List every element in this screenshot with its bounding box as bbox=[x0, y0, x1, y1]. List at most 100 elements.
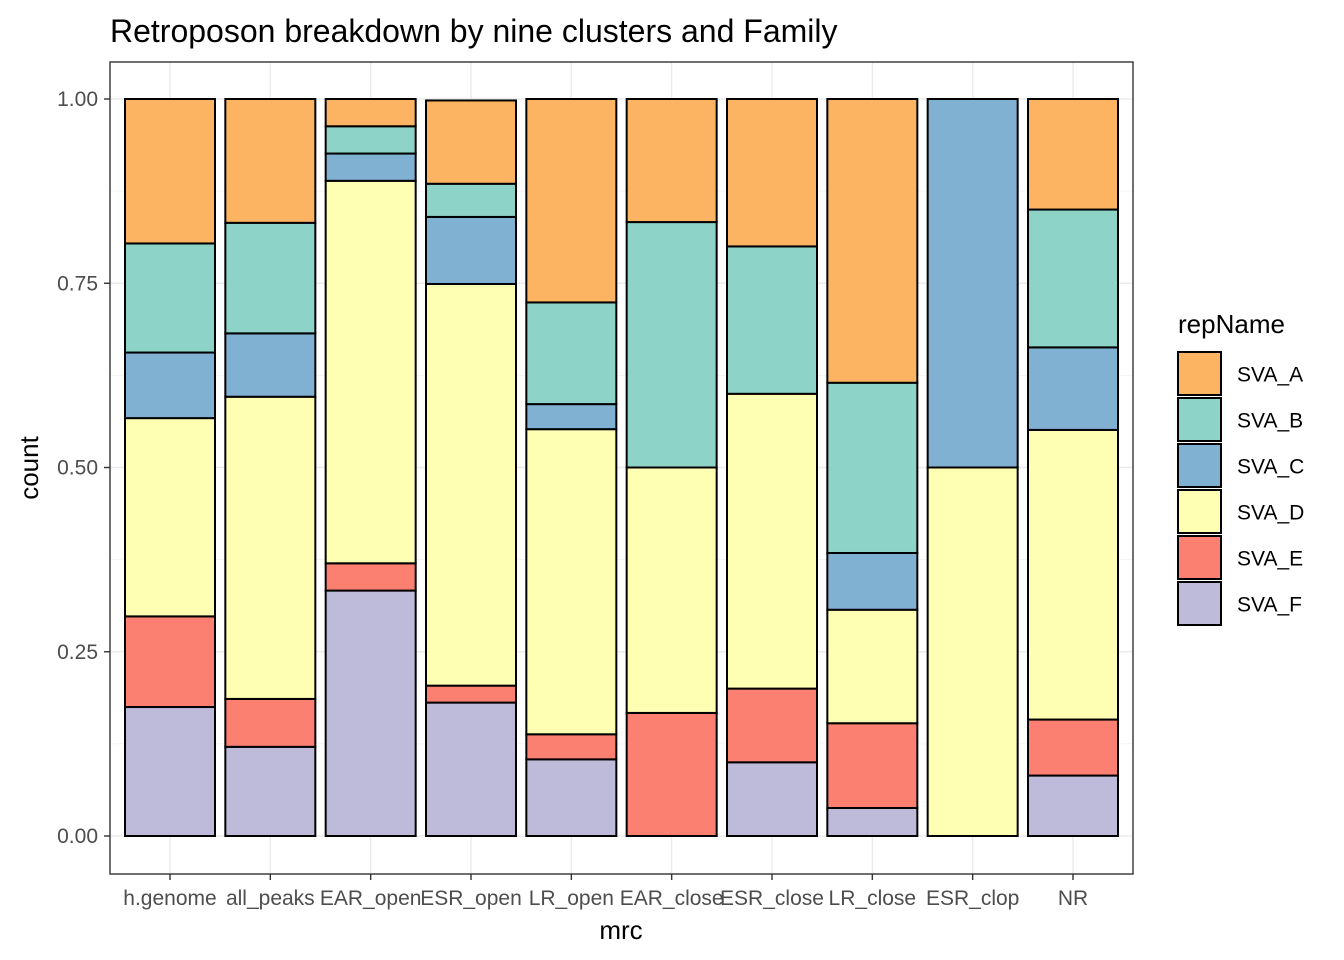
legend-swatch bbox=[1177, 443, 1222, 488]
bar-segment-h.genome-SVA_E bbox=[124, 615, 216, 709]
legend-label: SVA_C bbox=[1237, 456, 1304, 479]
bar-segment-all_peaks-SVA_E bbox=[224, 697, 317, 748]
bar-stack-NR bbox=[1027, 98, 1119, 837]
legend-item-SVA_C: SVA_C bbox=[1177, 443, 1304, 488]
bar-segment-all_peaks-SVA_C bbox=[224, 332, 317, 398]
bar-segment-EAR_close-SVA_D bbox=[625, 466, 718, 714]
legend-swatch bbox=[1177, 581, 1222, 626]
bar-segment-EAR_open-SVA_E bbox=[324, 562, 417, 592]
legend-swatch bbox=[1177, 397, 1222, 442]
bar-segment-all_peaks-SVA_B bbox=[224, 221, 317, 335]
bar-stack-EAR_open bbox=[324, 98, 417, 837]
bar-segment-ESR_close-SVA_F bbox=[726, 761, 818, 837]
x-tick-label-NR: NR bbox=[1058, 887, 1088, 910]
bar-segment-EAR_open-SVA_A bbox=[324, 98, 417, 128]
bar-segment-h.genome-SVA_C bbox=[124, 351, 216, 420]
legend-item-SVA_E: SVA_E bbox=[1177, 535, 1303, 580]
bar-segment-EAR_open-SVA_D bbox=[324, 179, 417, 565]
legend-label: SVA_B bbox=[1237, 410, 1303, 433]
bar-segment-ESR_open-SVA_D bbox=[425, 282, 517, 687]
bar-segment-LR_close-SVA_B bbox=[826, 381, 919, 554]
bar-segment-ESR_clop-SVA_D bbox=[926, 466, 1019, 837]
chart-title: Retroposon breakdown by nine clusters an… bbox=[110, 13, 837, 49]
bar-segment-ESR_open-SVA_B bbox=[425, 182, 517, 218]
legend-label: SVA_A bbox=[1237, 364, 1303, 387]
bar-segment-ESR_open-SVA_E bbox=[425, 684, 517, 704]
bar-segment-NR-SVA_F bbox=[1027, 774, 1119, 837]
legend-swatch bbox=[1177, 351, 1222, 396]
y-tick-label: 1.00 bbox=[57, 88, 98, 111]
x-tick-label-ESR_clop: ESR_clop bbox=[926, 887, 1019, 910]
x-tick-label-h.genome: h.genome bbox=[123, 887, 216, 910]
y-axis-title: count bbox=[14, 435, 44, 499]
bar-segment-h.genome-SVA_B bbox=[124, 242, 216, 354]
y-tick-label: 0.50 bbox=[57, 457, 98, 480]
bar-segment-NR-SVA_A bbox=[1027, 98, 1119, 211]
bar-segment-ESR_close-SVA_B bbox=[726, 245, 818, 395]
x-tick-label-EAR_close: EAR_close bbox=[620, 887, 724, 910]
legend-label: SVA_F bbox=[1237, 594, 1302, 617]
bar-segment-EAR_open-SVA_B bbox=[324, 125, 417, 155]
bar-segment-LR_close-SVA_E bbox=[826, 722, 919, 809]
y-tick-label: 0.00 bbox=[57, 825, 98, 848]
bar-stack-all_peaks bbox=[224, 98, 317, 837]
bar-segment-EAR_open-SVA_C bbox=[324, 152, 417, 182]
x-tick-label-ESR_close: ESR_close bbox=[720, 887, 824, 910]
legend-label: SVA_E bbox=[1237, 548, 1303, 571]
bar-segment-NR-SVA_C bbox=[1027, 346, 1119, 431]
bar-segment-LR_open-SVA_D bbox=[525, 428, 618, 736]
bar-segment-ESR_open-SVA_C bbox=[425, 215, 517, 285]
legend-title: repName bbox=[1178, 309, 1285, 339]
bar-segment-h.genome-SVA_A bbox=[124, 98, 216, 245]
x-tick-label-all_peaks: all_peaks bbox=[226, 887, 315, 910]
bar-segment-LR_open-SVA_F bbox=[525, 758, 618, 837]
legend-swatch bbox=[1177, 535, 1222, 580]
bar-segment-EAR_open-SVA_F bbox=[324, 589, 417, 837]
bar-segment-EAR_close-SVA_E bbox=[625, 711, 718, 838]
bar-segment-LR_open-SVA_E bbox=[525, 733, 618, 761]
x-tick-label-LR_close: LR_close bbox=[829, 887, 917, 910]
bar-stack-ESR_open bbox=[425, 99, 517, 838]
bar-segment-NR-SVA_E bbox=[1027, 718, 1119, 777]
x-tick-label-LR_open: LR_open bbox=[529, 887, 614, 910]
x-axis-title: mrc bbox=[599, 915, 642, 945]
bar-segment-EAR_close-SVA_A bbox=[625, 98, 718, 224]
bar-segment-LR_close-SVA_A bbox=[826, 98, 919, 384]
legend-item-SVA_B: SVA_B bbox=[1177, 397, 1303, 442]
bar-segment-LR_close-SVA_C bbox=[826, 551, 919, 611]
bar-segment-ESR_close-SVA_E bbox=[726, 687, 818, 764]
bar-stack-ESR_close bbox=[726, 98, 818, 837]
bar-segment-LR_close-SVA_D bbox=[826, 608, 919, 725]
bar-segment-ESR_clop-SVA_C bbox=[926, 98, 1019, 469]
bar-stack-LR_open bbox=[525, 98, 618, 837]
bar-segment-NR-SVA_B bbox=[1027, 208, 1119, 349]
legend-item-SVA_D: SVA_D bbox=[1177, 489, 1304, 534]
bar-stack-EAR_close bbox=[625, 98, 718, 838]
bar-segment-NR-SVA_D bbox=[1027, 428, 1119, 721]
x-tick-label-ESR_open: ESR_open bbox=[420, 887, 522, 910]
legend-label: SVA_D bbox=[1237, 502, 1304, 525]
bar-stack-h.genome bbox=[124, 98, 216, 838]
legend-item-SVA_A: SVA_A bbox=[1177, 351, 1303, 396]
y-tick-label: 0.75 bbox=[57, 272, 98, 295]
bar-stack-ESR_clop bbox=[926, 98, 1019, 837]
bar-segment-EAR_close-SVA_B bbox=[625, 221, 718, 469]
bar-segment-h.genome-SVA_F bbox=[124, 706, 216, 838]
bar-segment-ESR_open-SVA_F bbox=[425, 701, 517, 838]
bar-segment-all_peaks-SVA_F bbox=[224, 745, 317, 837]
y-axis: 0.00 0.25 0.50 0.75 1.00 bbox=[57, 88, 110, 848]
legend-item-SVA_F: SVA_F bbox=[1177, 581, 1302, 626]
bar-segment-ESR_close-SVA_D bbox=[726, 392, 818, 690]
bar-stack-LR_close bbox=[826, 98, 919, 838]
legend: repName SVA_A SVA_B SVA_C SVA_D SVA_E SVA_F bbox=[1177, 309, 1304, 626]
bar-segment-LR_open-SVA_B bbox=[525, 301, 618, 406]
bars bbox=[124, 98, 1119, 838]
bar-segment-all_peaks-SVA_A bbox=[224, 98, 317, 224]
bar-segment-ESR_close-SVA_A bbox=[726, 98, 818, 248]
bar-segment-LR_close-SVA_F bbox=[826, 806, 919, 838]
bar-segment-all_peaks-SVA_D bbox=[224, 395, 317, 700]
bar-segment-ESR_open-SVA_A bbox=[425, 99, 517, 185]
bar-segment-LR_open-SVA_C bbox=[525, 403, 618, 431]
